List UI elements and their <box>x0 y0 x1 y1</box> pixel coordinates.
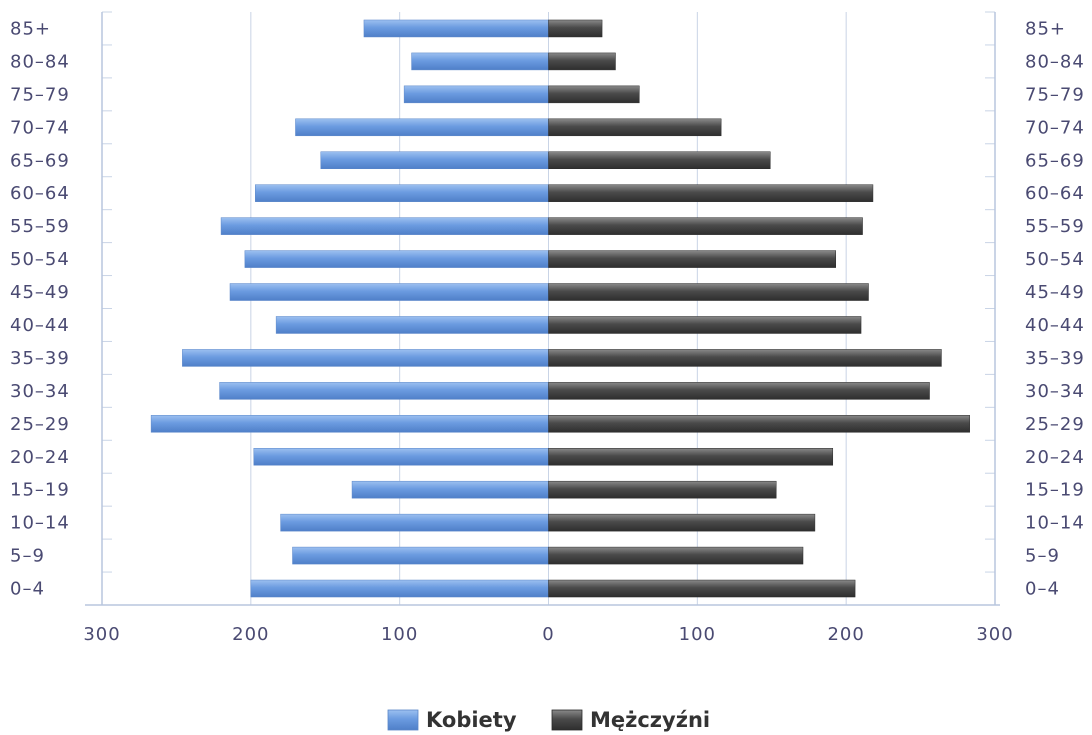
age-label-left: 65–69 <box>10 150 70 171</box>
age-label-right: 0–4 <box>1025 579 1060 600</box>
bar-mezczyzni-85plus <box>548 19 603 38</box>
bar-mezczyzni-40-44 <box>548 316 862 334</box>
age-label-left: 10–14 <box>10 513 70 534</box>
age-label-left: 75–79 <box>10 84 70 105</box>
age-label-right: 30–34 <box>1025 381 1085 402</box>
age-label-left: 45–49 <box>10 282 70 303</box>
x-tick-label: 200 <box>827 624 864 645</box>
bar-mezczyzni-65-69 <box>548 151 771 169</box>
bar-mezczyzni-70-74 <box>548 118 722 137</box>
age-label-right: 85+ <box>1025 18 1066 39</box>
age-label-left: 55–59 <box>10 216 70 237</box>
bar-kobiety-0-4 <box>250 579 549 598</box>
bar-mezczyzni-75-79 <box>548 85 640 104</box>
bar-kobiety-25-29 <box>150 415 549 433</box>
age-label-right: 10–14 <box>1025 513 1085 534</box>
age-label-left: 70–74 <box>10 117 70 138</box>
age-label-left: 30–34 <box>10 381 70 402</box>
bar-kobiety-85plus <box>363 19 549 38</box>
age-label-right: 35–39 <box>1025 348 1085 369</box>
bar-kobiety-75-79 <box>403 85 549 104</box>
x-tick-label: 300 <box>83 624 120 645</box>
x-tick-label: 200 <box>232 624 269 645</box>
bar-kobiety-40-44 <box>275 316 549 334</box>
age-label-right: 5–9 <box>1025 546 1060 567</box>
bar-kobiety-45-49 <box>229 283 549 301</box>
age-label-left: 5–9 <box>10 546 45 567</box>
x-tick-label: 0 <box>542 624 554 645</box>
bar-mezczyzni-15-19 <box>548 480 777 499</box>
bar-kobiety-80-84 <box>411 52 549 71</box>
age-label-left: 20–24 <box>10 447 70 468</box>
age-label-left: 80–84 <box>10 51 70 72</box>
legend-swatch-kobiety <box>387 709 419 731</box>
bar-mezczyzni-5-9 <box>548 546 804 565</box>
age-label-right: 80–84 <box>1025 51 1085 72</box>
age-label-right: 70–74 <box>1025 117 1085 138</box>
age-label-left: 25–29 <box>10 414 70 435</box>
bar-kobiety-35-39 <box>182 349 549 367</box>
age-label-right: 60–64 <box>1025 183 1085 204</box>
age-label-right: 75–79 <box>1025 84 1085 105</box>
bar-kobiety-55-59 <box>220 217 549 235</box>
bar-mezczyzni-10-14 <box>548 513 816 532</box>
bar-mezczyzni-80-84 <box>548 52 616 71</box>
bar-kobiety-5-9 <box>292 546 549 565</box>
bar-mezczyzni-60-64 <box>548 184 874 202</box>
legend-label: Mężczyźni <box>590 708 710 732</box>
age-label-right: 55–59 <box>1025 216 1085 237</box>
bar-kobiety-70-74 <box>295 118 549 137</box>
bar-kobiety-65-69 <box>320 151 549 169</box>
age-label-right: 25–29 <box>1025 414 1085 435</box>
age-label-right: 20–24 <box>1025 447 1085 468</box>
x-tick-label: 100 <box>679 624 716 645</box>
age-label-left: 35–39 <box>10 348 70 369</box>
bar-mezczyzni-20-24 <box>548 448 834 466</box>
age-label-right: 50–54 <box>1025 249 1085 270</box>
bar-kobiety-15-19 <box>351 480 549 499</box>
bar-kobiety-10-14 <box>280 513 549 532</box>
age-label-right: 65–69 <box>1025 150 1085 171</box>
age-label-left: 50–54 <box>10 249 70 270</box>
age-label-right: 40–44 <box>1025 315 1085 336</box>
legend-label: Kobiety <box>426 708 517 732</box>
age-label-left: 40–44 <box>10 315 70 336</box>
legend-swatch-mezczyzni <box>551 709 583 731</box>
bar-mezczyzni-35-39 <box>548 349 942 367</box>
axes <box>85 11 1000 606</box>
bar-kobiety-30-34 <box>219 382 549 400</box>
age-label-left: 0–4 <box>10 579 45 600</box>
bar-kobiety-50-54 <box>244 250 549 268</box>
bars <box>150 19 970 598</box>
age-label-left: 85+ <box>10 18 51 39</box>
age-label-right: 45–49 <box>1025 282 1085 303</box>
bar-kobiety-60-64 <box>255 184 549 202</box>
bar-mezczyzni-0-4 <box>548 579 856 598</box>
x-tick-label: 100 <box>381 624 418 645</box>
age-label-left: 60–64 <box>10 183 70 204</box>
bar-mezczyzni-45-49 <box>548 283 869 301</box>
bar-mezczyzni-30-34 <box>548 382 930 400</box>
labels: 300 200 100 0 100 200 300 0–4 0–4 5–9 5–9 10–14 10–1… <box>10 18 1085 645</box>
age-label-right: 15–19 <box>1025 480 1085 501</box>
age-label-left: 15–19 <box>10 480 70 501</box>
bar-mezczyzni-50-54 <box>548 250 836 268</box>
bar-kobiety-20-24 <box>253 448 549 466</box>
bar-mezczyzni-25-29 <box>548 415 970 433</box>
bar-mezczyzni-55-59 <box>548 217 863 235</box>
x-tick-label: 300 <box>976 624 1013 645</box>
legend: Kobiety Mężczyźni <box>387 708 710 732</box>
